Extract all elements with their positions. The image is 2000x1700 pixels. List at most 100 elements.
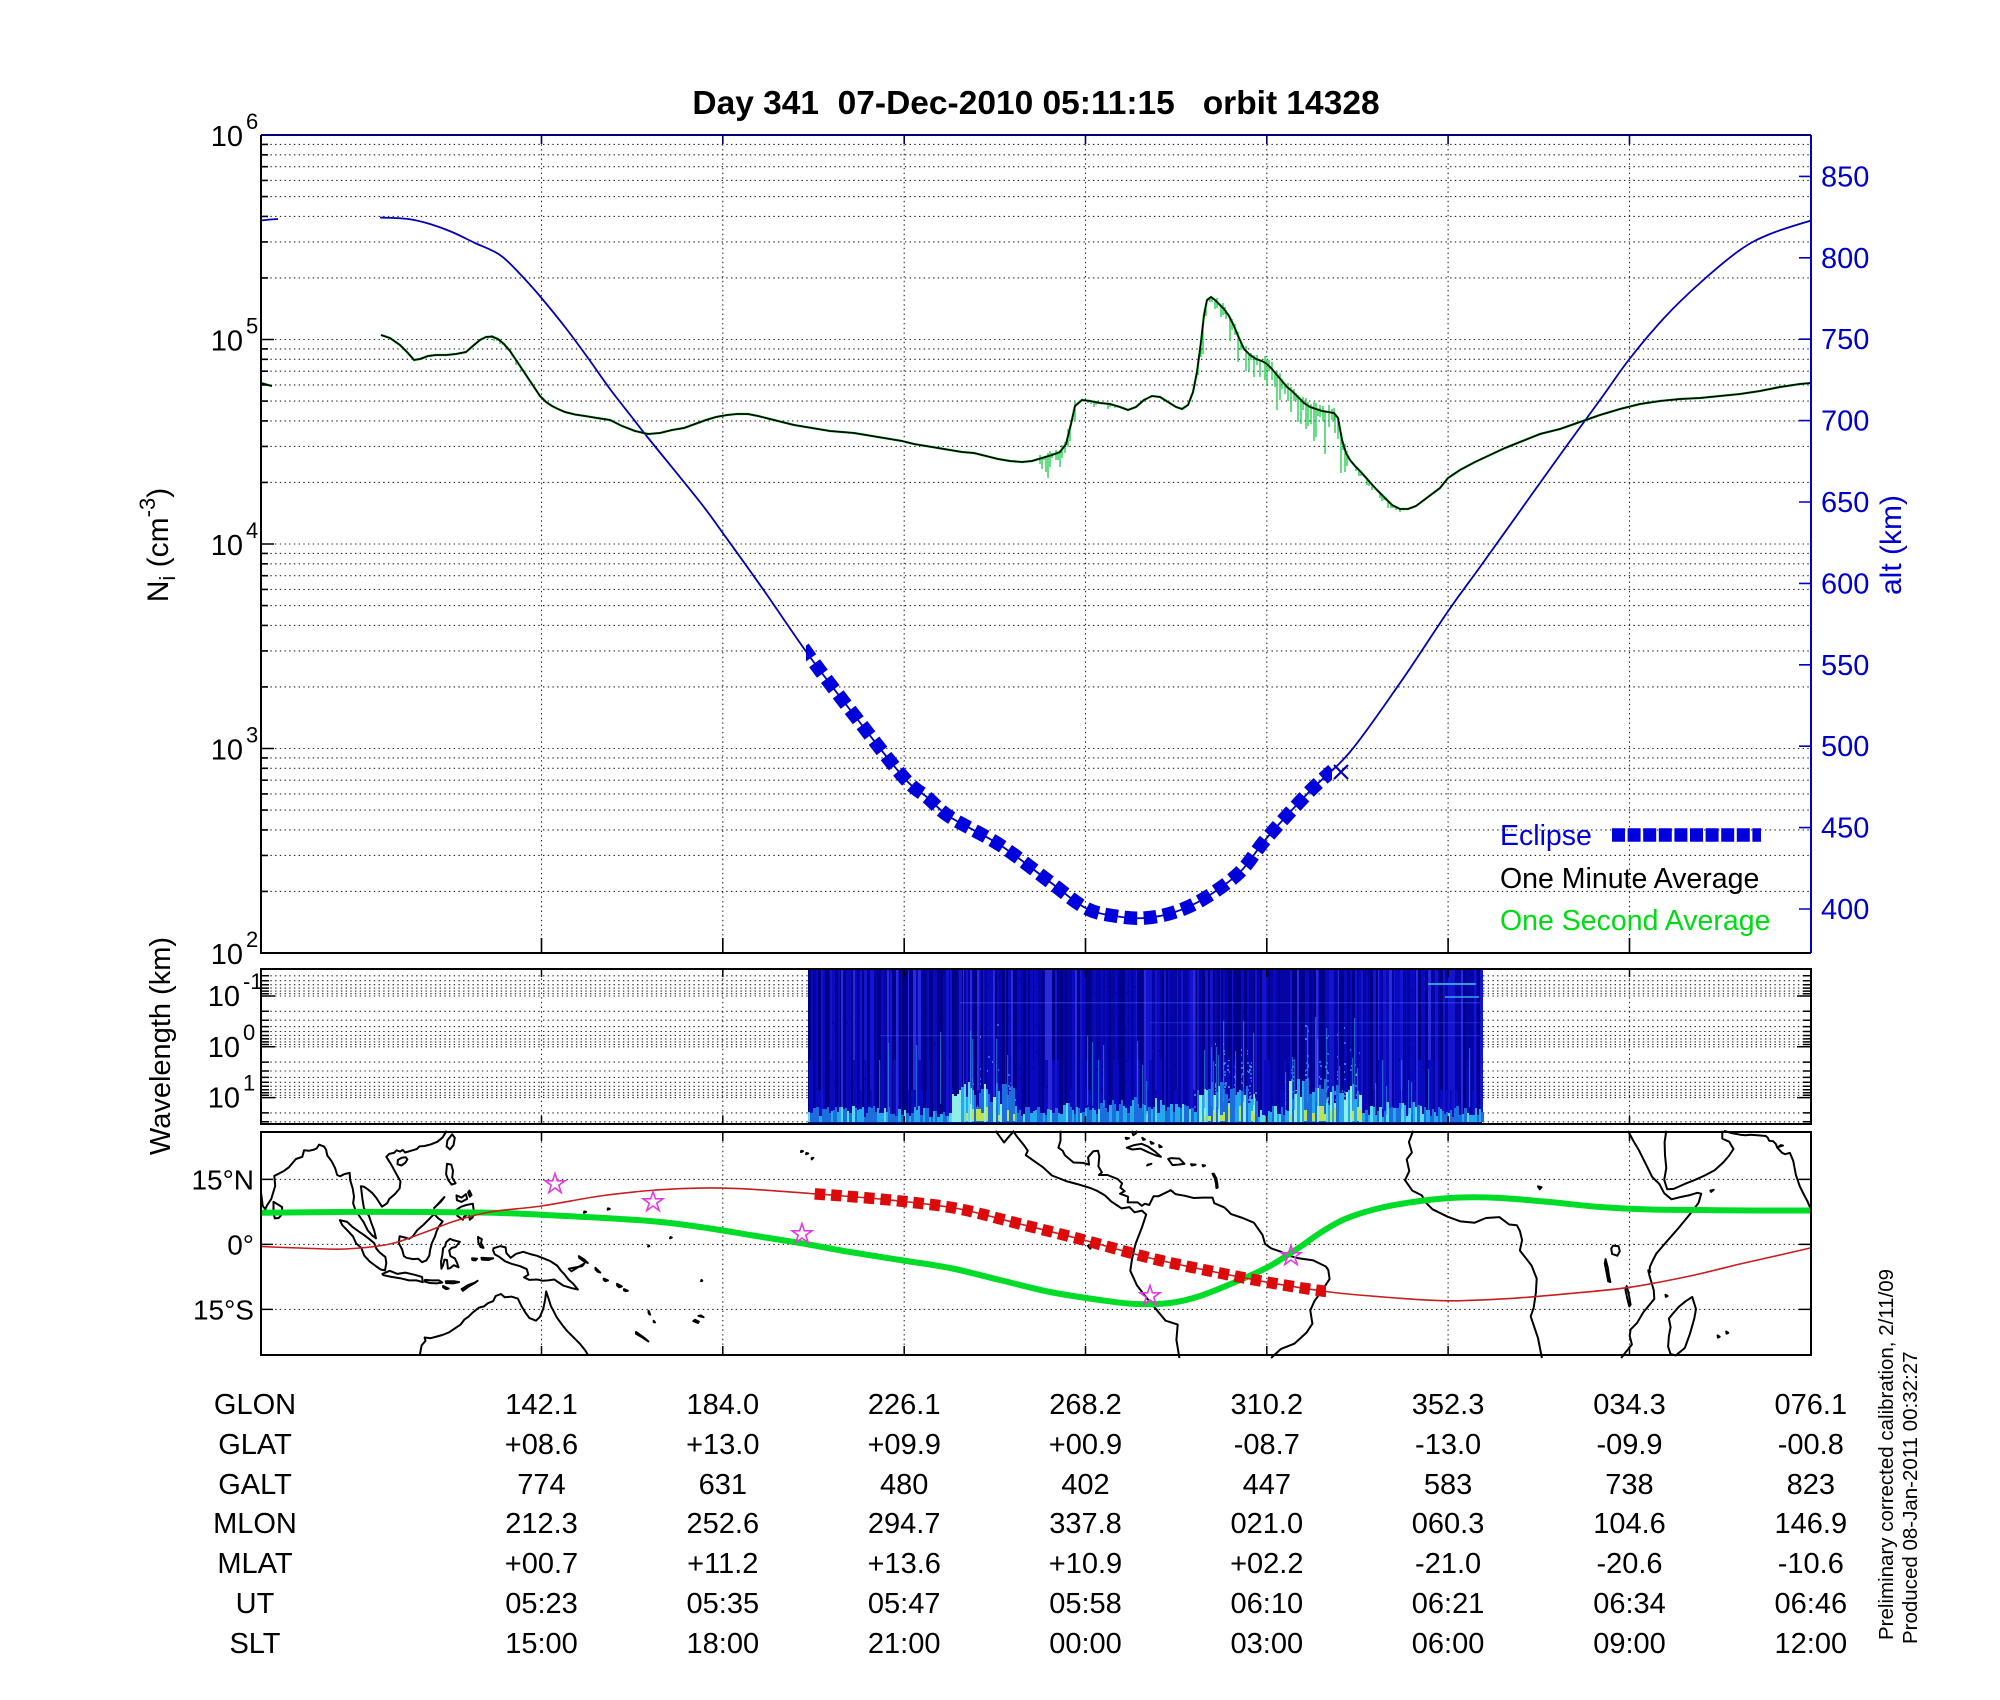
svg-text:SLT: SLT (229, 1628, 280, 1660)
svg-text:MLON: MLON (213, 1508, 297, 1540)
svg-text:450: 450 (1821, 813, 1869, 845)
svg-text:447: 447 (1243, 1469, 1291, 1501)
svg-text:294.7: 294.7 (868, 1508, 941, 1540)
svg-text:402: 402 (1061, 1469, 1109, 1501)
svg-text:252.6: 252.6 (687, 1508, 760, 1540)
svg-text:-1: -1 (243, 969, 263, 994)
svg-text:10: 10 (208, 1083, 240, 1115)
svg-text:850: 850 (1821, 161, 1869, 193)
svg-text:0°: 0° (227, 1229, 254, 1260)
svg-text:+02.2: +02.2 (1230, 1548, 1303, 1580)
svg-text:GALT: GALT (218, 1469, 292, 1501)
svg-text:700: 700 (1821, 406, 1869, 438)
svg-text:2: 2 (246, 927, 258, 952)
svg-text:Wavelength (km): Wavelength (km) (145, 937, 177, 1155)
svg-text:21:00: 21:00 (868, 1628, 941, 1660)
svg-text:146.9: 146.9 (1775, 1508, 1848, 1540)
svg-text:05:47: 05:47 (868, 1588, 941, 1620)
svg-text:09:00: 09:00 (1593, 1628, 1666, 1660)
svg-text:00:00: 00:00 (1049, 1628, 1122, 1660)
svg-text:GLAT: GLAT (218, 1429, 292, 1461)
svg-text:034.3: 034.3 (1593, 1389, 1666, 1421)
svg-text:3: 3 (246, 723, 258, 748)
svg-text:06:10: 06:10 (1231, 1588, 1304, 1620)
svg-text:MLAT: MLAT (217, 1548, 292, 1580)
svg-text:+00.9: +00.9 (1049, 1429, 1122, 1461)
svg-text:+00.7: +00.7 (505, 1548, 578, 1580)
svg-text:05:58: 05:58 (1049, 1588, 1122, 1620)
svg-text:-00.8: -00.8 (1778, 1429, 1844, 1461)
svg-text:15:00: 15:00 (505, 1628, 578, 1660)
svg-text:Eclipse: Eclipse (1500, 820, 1592, 852)
svg-text:UT: UT (236, 1588, 275, 1620)
svg-text:6: 6 (246, 109, 258, 134)
svg-text:One Second Average: One Second Average (1500, 905, 1770, 937)
svg-text:631: 631 (699, 1469, 747, 1501)
svg-text:184.0: 184.0 (687, 1389, 760, 1421)
svg-text:+13.0: +13.0 (686, 1429, 759, 1461)
svg-text:-08.7: -08.7 (1234, 1429, 1300, 1461)
svg-text:823: 823 (1787, 1469, 1835, 1501)
svg-text:05:35: 05:35 (687, 1588, 760, 1620)
svg-text:10: 10 (211, 121, 243, 153)
svg-text:-21.0: -21.0 (1415, 1548, 1481, 1580)
svg-text:Day 341 07-Dec-2010 05:11:15: Day 341 07-Dec-2010 05:11:15 orbit 14328 (692, 85, 1379, 122)
svg-text:Ni (cm-3): Ni (cm-3) (135, 488, 180, 602)
svg-text:15°S: 15°S (193, 1294, 254, 1325)
svg-text:-10.6: -10.6 (1778, 1548, 1844, 1580)
svg-text:268.2: 268.2 (1049, 1389, 1122, 1421)
svg-text:400: 400 (1821, 894, 1869, 926)
svg-text:104.6: 104.6 (1593, 1508, 1666, 1540)
svg-text:+09.9: +09.9 (868, 1429, 941, 1461)
svg-text:06:46: 06:46 (1775, 1588, 1848, 1620)
svg-text:480: 480 (880, 1469, 928, 1501)
svg-text:800: 800 (1821, 243, 1869, 275)
svg-text:021.0: 021.0 (1231, 1508, 1304, 1540)
svg-text:10: 10 (211, 530, 243, 562)
svg-text:774: 774 (517, 1469, 565, 1501)
svg-text:-13.0: -13.0 (1415, 1429, 1481, 1461)
svg-text:GLON: GLON (214, 1389, 296, 1421)
svg-text:4: 4 (246, 518, 258, 543)
svg-text:10: 10 (208, 1032, 240, 1064)
svg-text:+13.6: +13.6 (868, 1548, 941, 1580)
svg-text:12:00: 12:00 (1775, 1628, 1848, 1660)
svg-text:10: 10 (211, 326, 243, 358)
svg-text:06:00: 06:00 (1412, 1628, 1485, 1660)
svg-text:03:00: 03:00 (1231, 1628, 1304, 1660)
svg-text:226.1: 226.1 (868, 1389, 941, 1421)
svg-text:+10.9: +10.9 (1049, 1548, 1122, 1580)
svg-text:500: 500 (1821, 731, 1869, 763)
svg-text:10: 10 (211, 735, 243, 767)
svg-text:+11.2: +11.2 (687, 1548, 758, 1580)
svg-text:212.3: 212.3 (505, 1508, 578, 1540)
svg-text:0: 0 (243, 1020, 255, 1045)
svg-text:15°N: 15°N (191, 1164, 254, 1195)
svg-text:076.1: 076.1 (1775, 1389, 1848, 1421)
svg-text:583: 583 (1424, 1469, 1472, 1501)
svg-text:06:34: 06:34 (1593, 1588, 1666, 1620)
svg-text:+08.6: +08.6 (505, 1429, 578, 1461)
svg-text:650: 650 (1821, 487, 1869, 519)
svg-text:550: 550 (1821, 650, 1869, 682)
svg-text:1: 1 (243, 1071, 255, 1096)
svg-text:337.8: 337.8 (1049, 1508, 1122, 1540)
svg-text:Preliminary corrected calibrat: Preliminary corrected calibration, 2/11/… (1875, 1269, 1898, 1640)
svg-text:18:00: 18:00 (687, 1628, 760, 1660)
svg-text:352.3: 352.3 (1412, 1389, 1485, 1421)
svg-text:Produced 08-Jan-2011 00:32:27: Produced 08-Jan-2011 00:32:27 (1899, 1351, 1922, 1644)
svg-text:alt (km): alt (km) (1875, 495, 1908, 595)
svg-text:05:23: 05:23 (505, 1588, 578, 1620)
svg-text:-09.9: -09.9 (1596, 1429, 1662, 1461)
svg-text:600: 600 (1821, 568, 1869, 600)
svg-text:060.3: 060.3 (1412, 1508, 1485, 1540)
svg-text:738: 738 (1605, 1469, 1653, 1501)
svg-text:10: 10 (208, 981, 240, 1013)
svg-text:One Minute Average: One Minute Average (1500, 863, 1759, 895)
svg-text:-20.6: -20.6 (1596, 1548, 1662, 1580)
svg-text:142.1: 142.1 (505, 1389, 578, 1421)
svg-text:10: 10 (211, 939, 243, 971)
svg-text:5: 5 (246, 314, 258, 339)
svg-text:750: 750 (1821, 324, 1869, 356)
svg-text:310.2: 310.2 (1231, 1389, 1304, 1421)
